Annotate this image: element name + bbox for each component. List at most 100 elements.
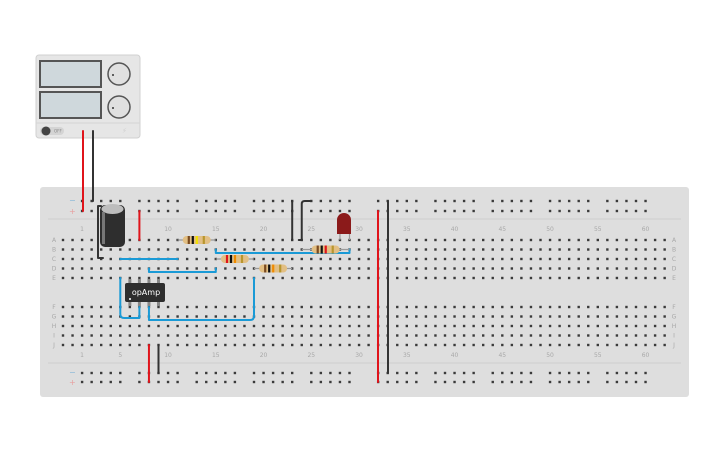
rail-hole[interactable] <box>310 371 313 375</box>
wire-blue[interactable] <box>147 267 217 273</box>
rail-hole[interactable] <box>415 371 418 375</box>
hole[interactable] <box>634 276 638 280</box>
rail-hole[interactable] <box>281 209 284 213</box>
hole[interactable] <box>271 276 275 280</box>
rail-hole[interactable] <box>615 199 619 203</box>
rail-hole[interactable] <box>214 371 217 375</box>
rail-hole[interactable] <box>453 199 456 203</box>
hole[interactable] <box>291 343 294 347</box>
hole[interactable] <box>644 315 647 318</box>
rail-hole[interactable] <box>472 371 475 375</box>
hole[interactable] <box>128 334 132 337</box>
hole[interactable] <box>615 324 619 328</box>
rail-hole[interactable] <box>501 209 504 213</box>
hole[interactable] <box>615 334 619 337</box>
hole[interactable] <box>491 238 494 242</box>
hole[interactable] <box>348 257 351 261</box>
hole[interactable] <box>243 324 246 328</box>
hole[interactable] <box>510 248 514 251</box>
hole[interactable] <box>434 276 437 280</box>
hole[interactable] <box>405 315 408 318</box>
rail-hole[interactable] <box>405 209 408 213</box>
hole[interactable] <box>491 248 494 251</box>
hole[interactable] <box>367 257 370 261</box>
hole[interactable] <box>157 267 160 270</box>
hole[interactable] <box>281 324 284 328</box>
rail-hole[interactable] <box>166 371 170 375</box>
rail-hole[interactable] <box>281 380 284 384</box>
hole[interactable] <box>634 267 638 270</box>
hole[interactable] <box>100 248 103 251</box>
hole[interactable] <box>128 305 132 309</box>
hole[interactable] <box>472 257 475 261</box>
hole[interactable] <box>367 248 370 251</box>
hole[interactable] <box>128 267 132 270</box>
hole[interactable] <box>510 276 514 280</box>
hole[interactable] <box>233 238 237 242</box>
hole[interactable] <box>61 334 65 337</box>
hole[interactable] <box>634 257 638 261</box>
hole[interactable] <box>663 238 666 242</box>
rail-hole[interactable] <box>348 380 351 384</box>
hole[interactable] <box>252 238 256 242</box>
current-knob[interactable] <box>107 95 131 119</box>
hole[interactable] <box>558 315 561 318</box>
hole[interactable] <box>80 276 84 280</box>
hole[interactable] <box>185 324 189 328</box>
rail-hole[interactable] <box>90 199 93 203</box>
hole[interactable] <box>606 334 609 337</box>
hole[interactable] <box>310 324 313 328</box>
hole[interactable] <box>472 238 475 242</box>
hole[interactable] <box>252 334 256 337</box>
rail-hole[interactable] <box>529 209 533 213</box>
hole[interactable] <box>615 248 619 251</box>
hole[interactable] <box>61 267 65 270</box>
hole[interactable] <box>176 343 179 347</box>
hole[interactable] <box>300 257 303 261</box>
hole[interactable] <box>348 276 351 280</box>
hole[interactable] <box>90 334 93 337</box>
hole[interactable] <box>415 324 418 328</box>
hole[interactable] <box>147 238 151 242</box>
rail-hole[interactable] <box>491 209 494 213</box>
hole[interactable] <box>520 334 523 337</box>
hole[interactable] <box>185 276 189 280</box>
rail-hole[interactable] <box>615 371 619 375</box>
hole[interactable] <box>501 315 504 318</box>
hole[interactable] <box>147 324 151 328</box>
hole[interactable] <box>281 238 284 242</box>
hole[interactable] <box>443 334 447 337</box>
hole[interactable] <box>501 276 504 280</box>
hole[interactable] <box>415 276 418 280</box>
hole[interactable] <box>644 257 647 261</box>
hole[interactable] <box>520 343 523 347</box>
hole[interactable] <box>367 343 370 347</box>
rail-hole[interactable] <box>157 380 160 384</box>
hole[interactable] <box>482 334 485 337</box>
hole[interactable] <box>205 276 208 280</box>
hole[interactable] <box>529 267 533 270</box>
hole[interactable] <box>434 257 437 261</box>
hole[interactable] <box>644 343 647 347</box>
hole[interactable] <box>443 267 447 270</box>
hole[interactable] <box>291 276 294 280</box>
hole[interactable] <box>663 248 666 251</box>
hole[interactable] <box>71 238 74 242</box>
hole[interactable] <box>405 305 408 309</box>
rail-hole[interactable] <box>606 199 609 203</box>
rail-hole[interactable] <box>577 380 580 384</box>
hole[interactable] <box>558 267 561 270</box>
rail-hole[interactable] <box>644 209 647 213</box>
hole[interactable] <box>453 305 456 309</box>
hole[interactable] <box>606 305 609 309</box>
hole[interactable] <box>224 267 227 270</box>
hole[interactable] <box>653 257 657 261</box>
hole[interactable] <box>529 248 533 251</box>
resistor[interactable] <box>254 264 293 273</box>
rail-hole[interactable] <box>90 380 93 384</box>
hole[interactable] <box>491 334 494 337</box>
hole[interactable] <box>548 305 552 309</box>
hole[interactable] <box>424 238 428 242</box>
hole[interactable] <box>539 257 542 261</box>
rail-hole[interactable] <box>453 380 456 384</box>
